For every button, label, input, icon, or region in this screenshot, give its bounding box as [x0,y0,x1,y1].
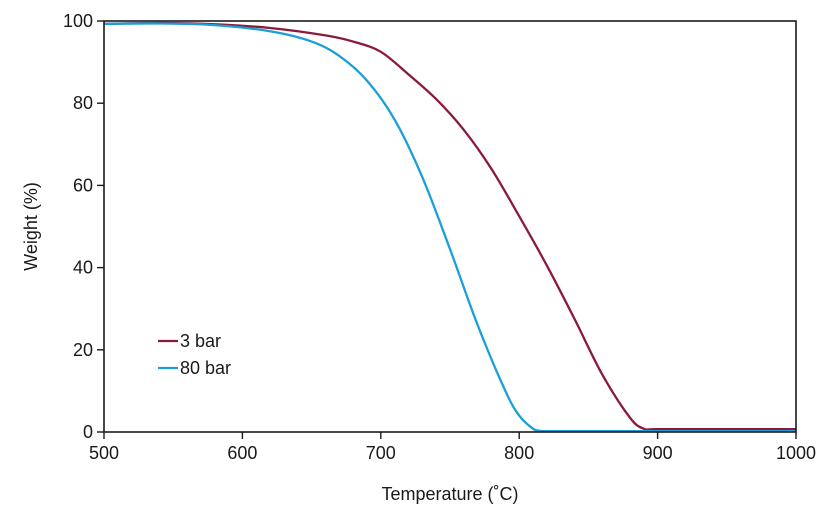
x-tick-label: 600 [227,443,257,463]
y-tick-label: 60 [73,175,93,195]
x-tick-label: 900 [643,443,673,463]
x-axis-label: Temperature (˚C) [381,484,518,504]
plot-frame [103,20,797,433]
y-tick-label: 80 [73,93,93,113]
ticks-layer: 500 600 700 800 900 1000 0 20 40 60 80 100 [63,11,816,463]
series-line-3-bar [103,21,796,431]
legend-label-3-bar: 3 bar [180,331,221,351]
series-layer [103,21,796,433]
x-tick-label: 500 [89,443,119,463]
x-tick-label: 1000 [776,443,816,463]
legend-label-80-bar: 80 bar [180,358,231,378]
x-tick-label: 800 [504,443,534,463]
x-tick-label: 700 [366,443,396,463]
y-tick-label: 100 [63,11,93,31]
series-line-80-bar [103,22,796,433]
legend: 3 bar 80 bar [158,331,231,378]
y-tick-label: 0 [83,422,93,442]
y-tick-label: 40 [73,258,93,278]
y-tick-label: 20 [73,340,93,360]
y-axis-label: Weight (%) [21,182,41,271]
